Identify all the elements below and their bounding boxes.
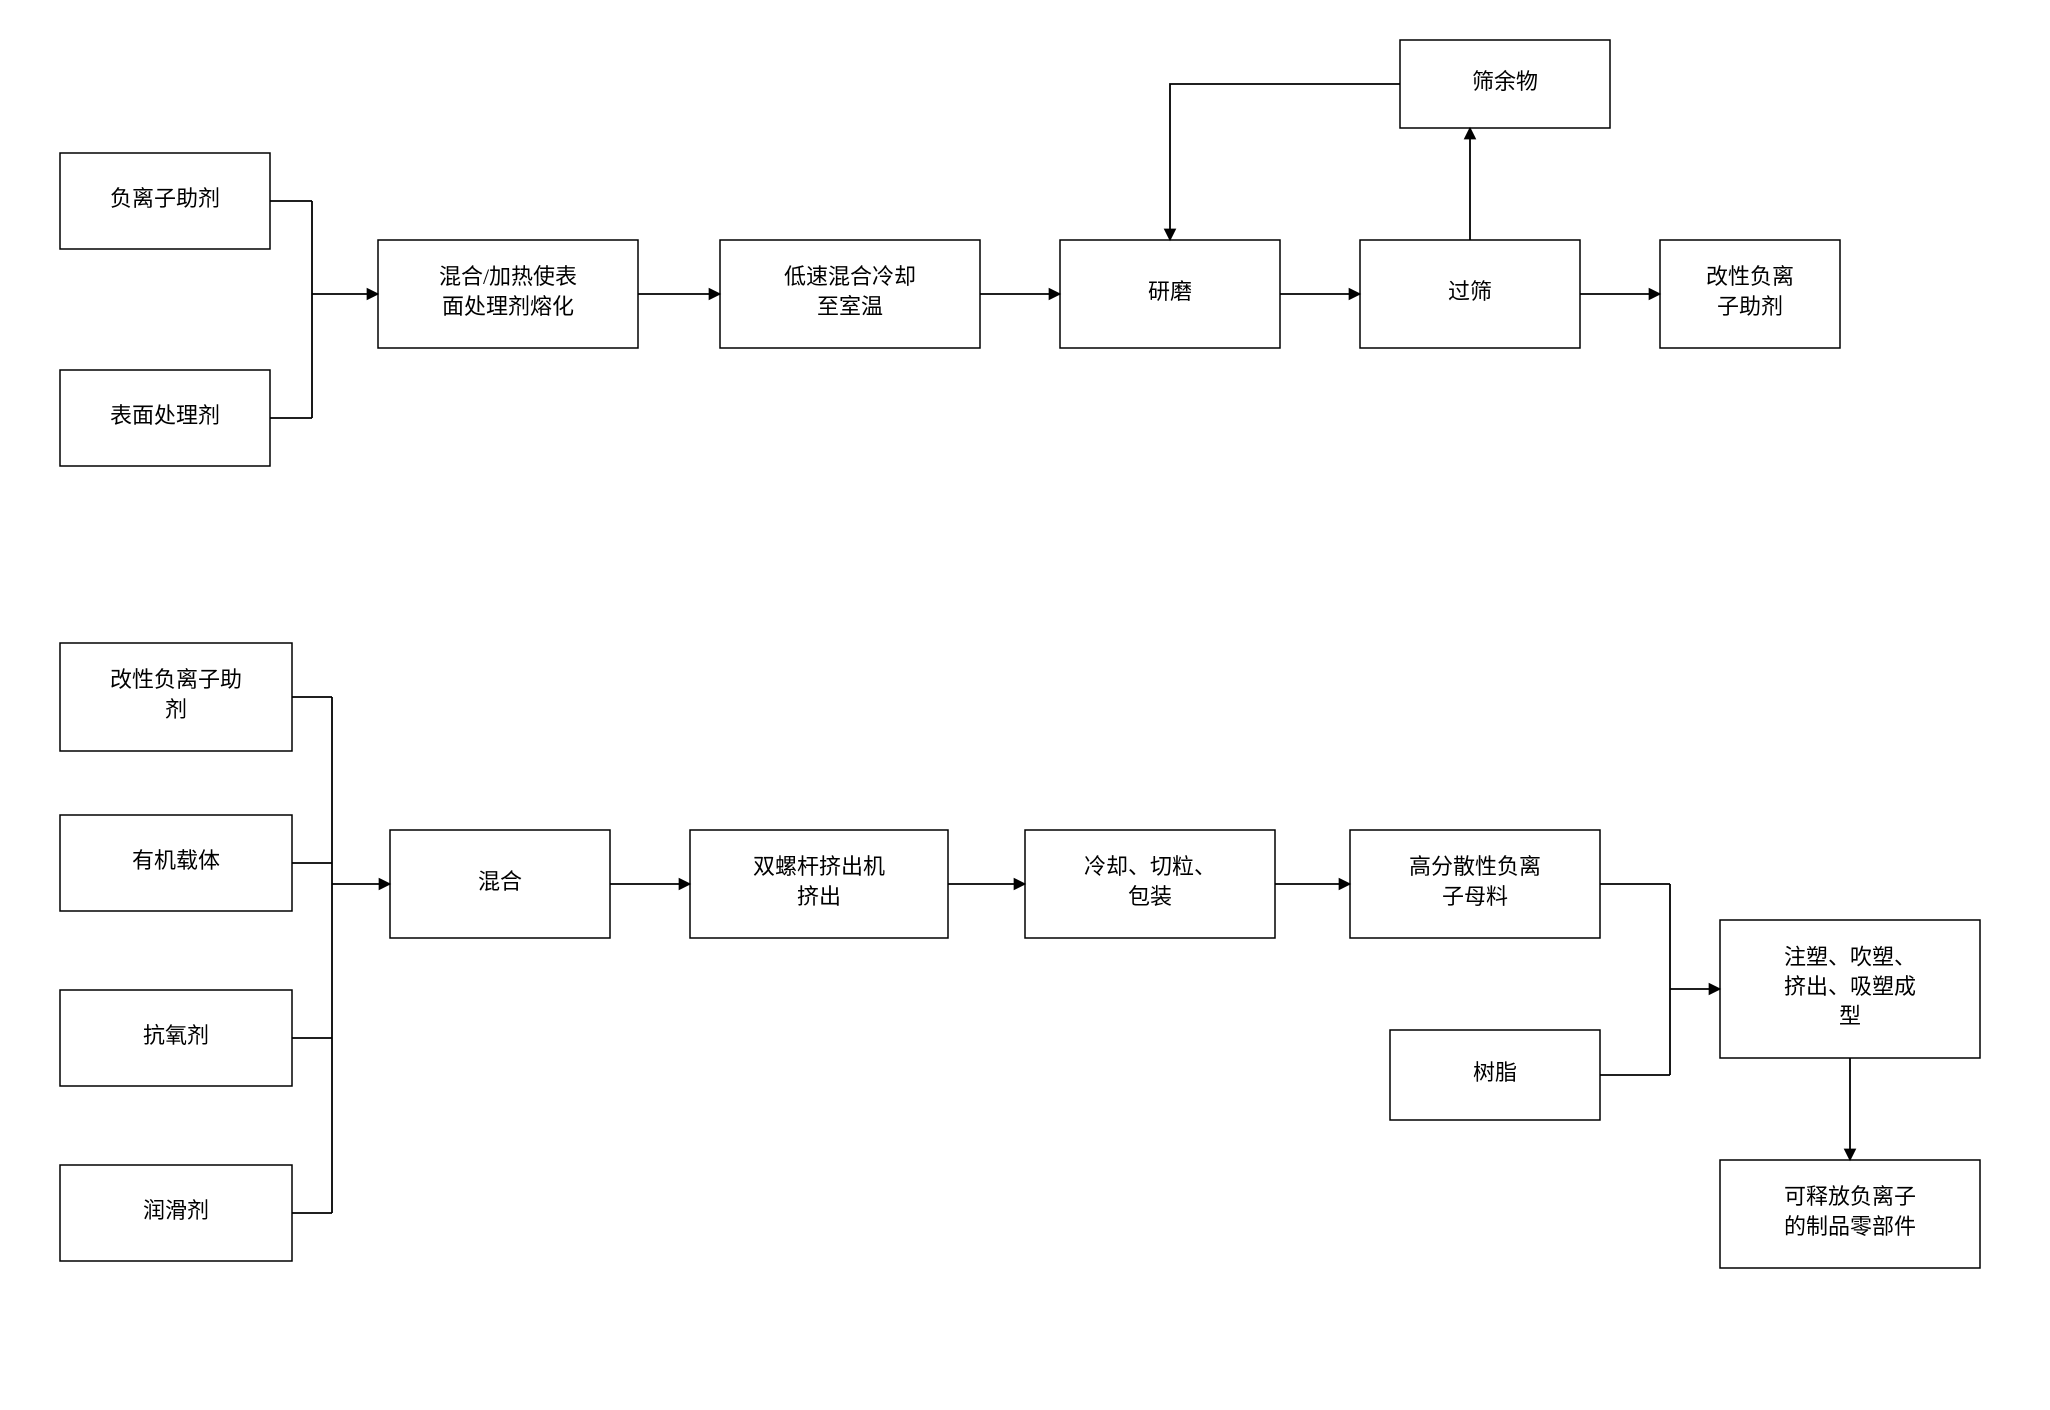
in-surface: 表面处理剂 <box>60 370 270 466</box>
in-mod-agent: 改性负离子助剂 <box>60 643 292 751</box>
in-neg-agent-label: 负离子助剂 <box>110 186 220 211</box>
cool: 低速混合冷却至室温 <box>720 240 980 348</box>
in-neg-agent: 负离子助剂 <box>60 153 270 249</box>
molding-label: 挤出、吸塑成 <box>1784 974 1916 999</box>
resin: 树脂 <box>1390 1030 1600 1120</box>
mix-heat-label: 面处理剂熔化 <box>442 294 574 319</box>
product-label: 可释放负离子 <box>1784 1184 1916 1209</box>
product: 可释放负离子的制品零部件 <box>1720 1160 1980 1268</box>
in-lube: 润滑剂 <box>60 1165 292 1261</box>
mix-heat-label: 混合/加热使表 <box>439 264 577 289</box>
mix-heat: 混合/加热使表面处理剂熔化 <box>378 240 638 348</box>
master: 高分散性负离子母料 <box>1350 830 1600 938</box>
sieve: 过筛 <box>1360 240 1580 348</box>
master-label: 子母料 <box>1442 884 1508 909</box>
grind: 研磨 <box>1060 240 1280 348</box>
mod-agent: 改性负离子助剂 <box>1660 240 1840 348</box>
mix2-label: 混合 <box>478 869 522 894</box>
cool-cut-label: 冷却、切粒、 <box>1084 854 1216 879</box>
sieve-label: 过筛 <box>1448 279 1492 304</box>
residue-label: 筛余物 <box>1472 69 1538 94</box>
flowchart-canvas: 负离子助剂表面处理剂混合/加热使表面处理剂熔化低速混合冷却至室温研磨过筛筛余物改… <box>0 0 2050 1410</box>
cool-label: 低速混合冷却 <box>784 264 916 289</box>
edge <box>1170 84 1400 240</box>
in-mod-agent-label: 改性负离子助 <box>110 667 242 692</box>
in-antiox-label: 抗氧剂 <box>143 1023 209 1048</box>
molding: 注塑、吹塑、挤出、吸塑成型 <box>1720 920 1980 1058</box>
product-label: 的制品零部件 <box>1784 1214 1916 1239</box>
extrude-label: 挤出 <box>797 884 841 909</box>
cool-label: 至室温 <box>817 294 883 319</box>
mod-agent-label: 改性负离 <box>1706 264 1794 289</box>
resin-label: 树脂 <box>1473 1060 1517 1085</box>
cool-cut-label: 包装 <box>1128 884 1172 909</box>
in-antiox: 抗氧剂 <box>60 990 292 1086</box>
extrude: 双螺杆挤出机挤出 <box>690 830 948 938</box>
grind-label: 研磨 <box>1148 279 1192 304</box>
molding-label: 型 <box>1839 1004 1861 1029</box>
mod-agent-label: 子助剂 <box>1717 294 1783 319</box>
in-surface-label: 表面处理剂 <box>110 403 220 428</box>
in-lube-label: 润滑剂 <box>143 1198 209 1223</box>
cool-cut: 冷却、切粒、包装 <box>1025 830 1275 938</box>
extrude-label: 双螺杆挤出机 <box>753 854 885 879</box>
master-label: 高分散性负离 <box>1409 854 1541 879</box>
in-mod-agent-label: 剂 <box>165 697 187 722</box>
in-carrier: 有机载体 <box>60 815 292 911</box>
residue: 筛余物 <box>1400 40 1610 128</box>
mix2: 混合 <box>390 830 610 938</box>
in-carrier-label: 有机载体 <box>132 848 220 873</box>
molding-label: 注塑、吹塑、 <box>1784 944 1916 969</box>
